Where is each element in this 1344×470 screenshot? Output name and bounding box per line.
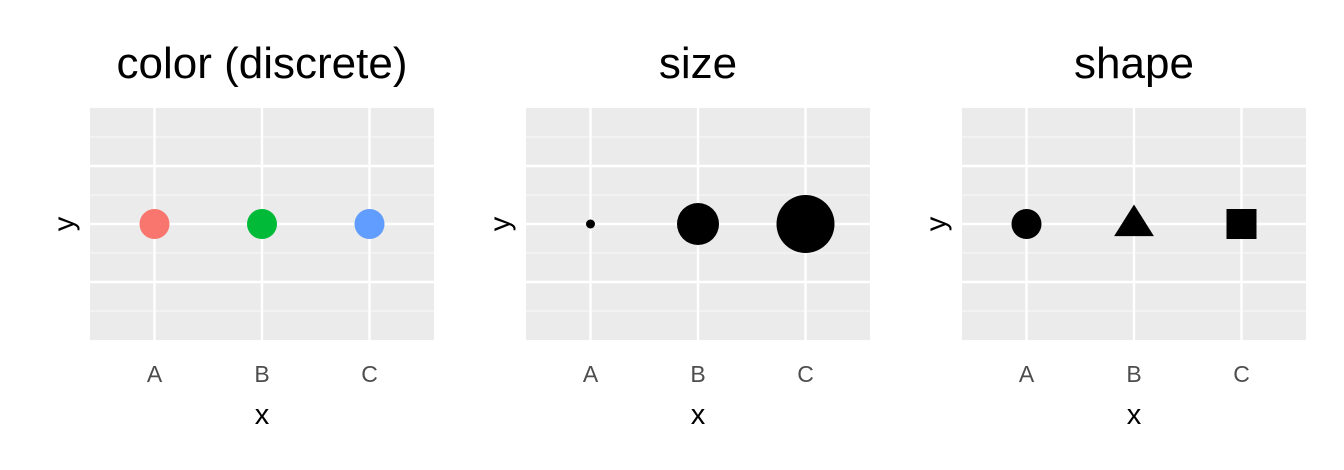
data-point-C bbox=[1226, 209, 1257, 239]
y-axis-label: y bbox=[49, 216, 81, 231]
data-point-A bbox=[139, 209, 170, 239]
x-axis-label: x bbox=[691, 399, 706, 431]
y-axis-label: y bbox=[921, 216, 953, 231]
data-point-B bbox=[677, 203, 719, 245]
x-tick-label: B bbox=[690, 361, 705, 387]
chart-panel-3: shape A B Cx y bbox=[921, 39, 1306, 431]
x-tick-label: B bbox=[254, 361, 269, 387]
data-point-A bbox=[586, 219, 595, 229]
data-point-B bbox=[247, 209, 277, 239]
panel-title: shape bbox=[1074, 39, 1194, 88]
chart-panel-2: size A B Cx y bbox=[485, 39, 870, 431]
x-axis-label: x bbox=[1127, 399, 1142, 431]
data-point-C bbox=[354, 209, 385, 239]
x-tick-label: A bbox=[1019, 361, 1035, 387]
x-axis-label: x bbox=[255, 399, 270, 431]
x-tick-label: B bbox=[1126, 361, 1141, 387]
data-point-C bbox=[776, 195, 835, 253]
x-tick-label: C bbox=[797, 361, 814, 387]
y-axis-label: y bbox=[485, 216, 517, 231]
data-point-B bbox=[1114, 204, 1154, 237]
chart-panel-1: color (discrete) A B Cx y bbox=[49, 39, 434, 431]
panel-title: color (discrete) bbox=[117, 39, 408, 88]
data-point-A bbox=[1011, 209, 1042, 239]
x-tick-label: A bbox=[147, 361, 163, 387]
x-tick-label: C bbox=[361, 361, 378, 387]
panel-title: size bbox=[659, 39, 737, 88]
x-tick-label: A bbox=[583, 361, 599, 387]
x-tick-label: C bbox=[1233, 361, 1250, 387]
